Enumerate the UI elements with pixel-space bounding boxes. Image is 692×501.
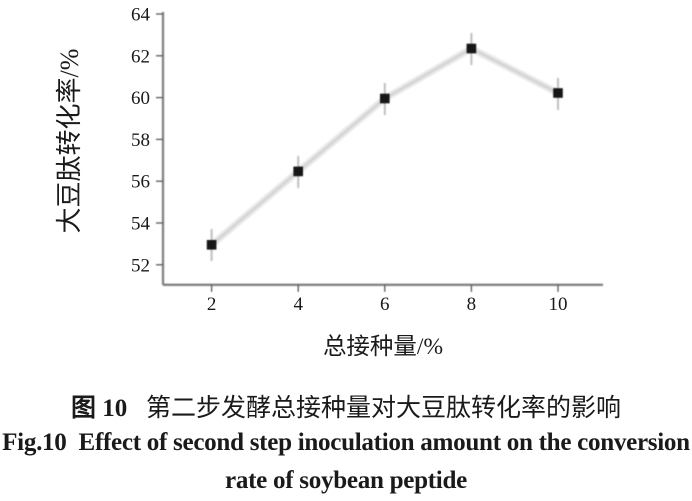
svg-text:64: 64	[131, 5, 151, 26]
svg-text:60: 60	[131, 88, 150, 109]
svg-text:6: 6	[380, 294, 390, 315]
svg-text:2: 2	[207, 294, 217, 315]
svg-text:56: 56	[131, 172, 150, 193]
svg-text:54: 54	[131, 214, 151, 235]
svg-text:8: 8	[467, 294, 477, 315]
svg-text:4: 4	[293, 294, 303, 315]
svg-text:52: 52	[131, 255, 150, 276]
svg-text:10: 10	[549, 294, 568, 315]
svg-text:58: 58	[131, 130, 150, 151]
svg-text:62: 62	[131, 46, 150, 67]
